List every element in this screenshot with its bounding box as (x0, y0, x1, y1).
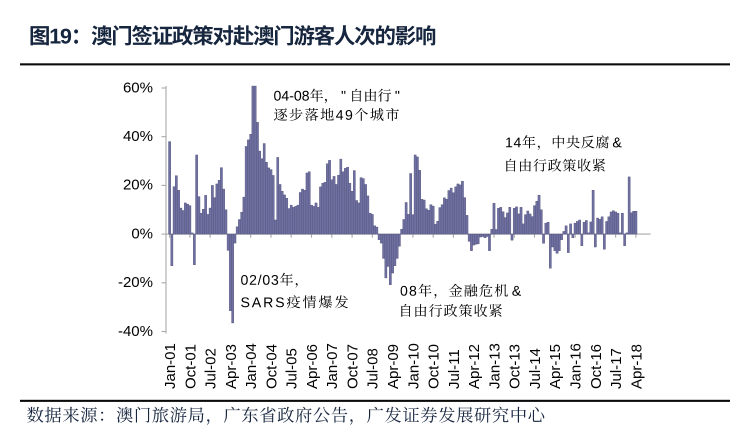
svg-text:Apr-15: Apr-15 (547, 344, 564, 389)
svg-text:Oct-07: Oct-07 (345, 344, 362, 389)
svg-text:Jan-16: Jan-16 (568, 343, 585, 389)
svg-text:40%: 40% (123, 128, 153, 145)
svg-text:Jul-08: Jul-08 (365, 348, 382, 389)
svg-text:Jul-11: Jul-11 (446, 349, 463, 389)
svg-text:Apr-06: Apr-06 (304, 344, 321, 389)
svg-text:Apr-03: Apr-03 (223, 344, 240, 389)
svg-text:Oct-16: Oct-16 (588, 344, 605, 389)
svg-text:Jan-07: Jan-07 (324, 343, 341, 389)
svg-text:Oct-10: Oct-10 (426, 344, 443, 389)
svg-text:Jan-10: Jan-10 (405, 343, 422, 389)
svg-text:Apr-09: Apr-09 (385, 344, 402, 389)
svg-text:Jul-14: Jul-14 (527, 348, 544, 389)
svg-text:Oct-04: Oct-04 (263, 344, 280, 389)
svg-text:-40%: -40% (118, 323, 153, 340)
svg-text:0%: 0% (131, 225, 153, 242)
svg-text:Jul-02: Jul-02 (203, 348, 220, 389)
svg-text:20%: 20% (123, 177, 153, 194)
svg-text:Jul-05: Jul-05 (284, 348, 301, 389)
svg-text:Jan-04: Jan-04 (243, 343, 260, 389)
svg-text:Apr-18: Apr-18 (628, 344, 645, 389)
svg-text:-20%: -20% (118, 274, 153, 291)
svg-text:Jul-17: Jul-17 (608, 348, 625, 389)
svg-text:Apr-12: Apr-12 (466, 344, 483, 389)
svg-text:Oct-01: Oct-01 (182, 344, 199, 389)
svg-text:Jan-01: Jan-01 (162, 343, 179, 389)
svg-text:Oct-13: Oct-13 (507, 344, 524, 389)
svg-text:60%: 60% (123, 79, 153, 96)
svg-text:Jan-13: Jan-13 (486, 343, 503, 389)
